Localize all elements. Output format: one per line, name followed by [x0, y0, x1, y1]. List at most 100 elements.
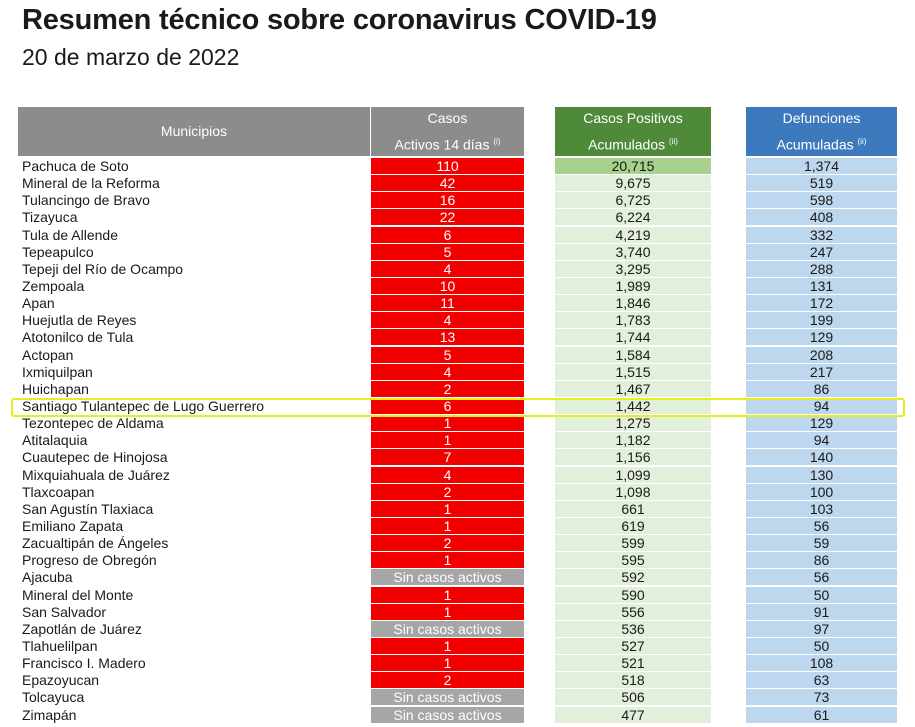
casos-activos-cell: 1	[371, 603, 524, 620]
municipio-cell: San Salvador	[22, 603, 107, 620]
casos-activos-cell: 2	[371, 535, 524, 552]
defunciones-cell: 59	[746, 535, 897, 552]
table-row: Tulancingo de Bravo 16 6,725 598	[0, 192, 915, 209]
header-positivos-line2: Acumulados (ii)	[555, 130, 711, 157]
casos-positivos-cell: 1,584	[555, 346, 711, 363]
table-row: Tepeapulco 5 3,740 247	[0, 243, 915, 261]
municipio-cell: Zapotlán de Juárez	[22, 620, 142, 637]
casos-activos-cell: 6	[371, 397, 524, 414]
table-row: Tizayuca 22 6,224 408	[0, 209, 915, 226]
table-row: Ajacuba Sin casos activos 592 56	[0, 569, 915, 586]
defunciones-cell: 199	[746, 312, 897, 329]
municipio-cell: Cuautepec de Hinojosa	[22, 449, 168, 466]
municipio-cell: Tlahuelilpan	[22, 637, 98, 654]
page-title: Resumen técnico sobre coronavirus COVID-…	[22, 4, 657, 36]
municipio-cell: Zacualtipán de Ángeles	[22, 535, 169, 552]
municipio-cell: Mineral de la Reforma	[22, 175, 160, 192]
header-defunciones-note: (ii)	[857, 136, 867, 146]
table-row: Cuautepec de Hinojosa 7 1,156 140	[0, 449, 915, 466]
header-activos-note: (i)	[493, 136, 501, 146]
casos-activos-cell: 1	[371, 586, 524, 603]
casos-positivos-cell: 536	[555, 620, 711, 637]
defunciones-cell: 129	[746, 329, 897, 346]
municipio-cell: Francisco I. Madero	[22, 655, 146, 672]
defunciones-cell: 50	[746, 637, 897, 654]
casos-activos-cell: Sin casos activos	[371, 689, 524, 706]
municipio-cell: Actopan	[22, 346, 74, 363]
municipio-cell: Tulancingo de Bravo	[22, 192, 150, 209]
defunciones-cell: 108	[746, 655, 897, 672]
municipio-cell: Zimapán	[22, 706, 77, 723]
table-row: Huichapan 2 1,467 86	[0, 380, 915, 398]
casos-activos-cell: 1	[371, 517, 524, 534]
municipio-cell: Tezontepec de Aldama	[22, 415, 164, 432]
casos-activos-cell: 1	[371, 500, 524, 517]
table-row: Zempoala 10 1,989 131	[0, 277, 915, 295]
header-municipios-label: Municipios	[160, 123, 228, 139]
table-row: Tlaxcoapan 2 1,098 100	[0, 483, 915, 501]
table-row: Zacualtipán de Ángeles 2 599 59	[0, 535, 915, 552]
table-row: Tezontepec de Aldama 1 1,275 129	[0, 415, 915, 432]
casos-activos-cell: 1	[371, 655, 524, 672]
casos-positivos-cell: 1,098	[555, 483, 711, 500]
defunciones-cell: 1,374	[746, 158, 897, 174]
table-row: Epazoyucan 2 518 63	[0, 672, 915, 689]
table-row: Apan 11 1,846 172	[0, 295, 915, 312]
casos-positivos-cell: 6,224	[555, 209, 711, 226]
municipio-cell: Huejutla de Reyes	[22, 312, 137, 329]
municipio-cell: Tula de Allende	[22, 226, 118, 243]
casos-positivos-cell: 1,442	[555, 397, 711, 414]
defunciones-cell: 217	[746, 363, 897, 380]
header-activos-line2: Activos 14 días (i)	[371, 130, 524, 157]
defunciones-cell: 208	[746, 346, 897, 363]
municipio-cell: Mixquiahuala de Juárez	[22, 466, 170, 483]
casos-positivos-cell: 595	[555, 552, 711, 569]
defunciones-cell: 56	[746, 517, 897, 534]
municipio-cell: Mineral del Monte	[22, 586, 134, 603]
municipio-cell: Tlaxcoapan	[22, 483, 95, 500]
header-municipios: Municipios	[18, 107, 370, 156]
casos-positivos-cell: 521	[555, 655, 711, 672]
header-positivos-note: (ii)	[669, 136, 678, 146]
casos-positivos-cell: 1,989	[555, 277, 711, 294]
table-row: Pachuca de Soto 110 20,715 1,374	[0, 158, 915, 175]
casos-activos-cell: 4	[371, 312, 524, 329]
defunciones-cell: 50	[746, 586, 897, 603]
casos-activos-cell: 2	[371, 483, 524, 500]
defunciones-cell: 63	[746, 672, 897, 689]
table-row: San Salvador 1 556 91	[0, 603, 915, 621]
table-row: Atitalaquia 1 1,182 94	[0, 432, 915, 449]
casos-activos-cell: 13	[371, 329, 524, 346]
highlight-box	[11, 398, 905, 417]
defunciones-cell: 86	[746, 380, 897, 397]
report-date: 20 de marzo de 2022	[22, 44, 240, 70]
defunciones-cell: 61	[746, 706, 897, 723]
casos-activos-cell: 2	[371, 672, 524, 689]
casos-positivos-cell: 527	[555, 637, 711, 654]
defunciones-cell: 86	[746, 552, 897, 569]
defunciones-cell: 103	[746, 500, 897, 517]
casos-positivos-cell: 661	[555, 500, 711, 517]
casos-positivos-cell: 9,675	[555, 175, 711, 192]
defunciones-cell: 519	[746, 175, 897, 192]
defunciones-cell: 247	[746, 243, 897, 260]
municipio-cell: Epazoyucan	[22, 672, 100, 689]
casos-positivos-cell: 506	[555, 689, 711, 706]
municipio-cell: Tepeapulco	[22, 243, 94, 260]
table-row: Mineral de la Reforma 42 9,675 519	[0, 175, 915, 192]
defunciones-cell: 172	[746, 295, 897, 312]
casos-positivos-cell: 477	[555, 706, 711, 723]
municipio-cell: Tepeji del Río de Ocampo	[22, 260, 184, 277]
defunciones-cell: 332	[746, 226, 897, 243]
municipio-cell: Emiliano Zapata	[22, 517, 124, 534]
municipios-table: Pachuca de Soto 110 20,715 1,374 Mineral de …	[0, 158, 915, 724]
table-row: Santiago Tulantepec de Lugo Guerrero 6 1,4…	[0, 397, 915, 415]
municipio-cell: Pachuca de Soto	[22, 158, 129, 174]
header-casos-activos: Casos Activos 14 días (i)	[371, 107, 524, 156]
casos-positivos-cell: 1,744	[555, 329, 711, 346]
casos-positivos-cell: 592	[555, 569, 711, 586]
casos-positivos-cell: 1,515	[555, 363, 711, 380]
table-row: Huejutla de Reyes 4 1,783 199	[0, 312, 915, 329]
municipio-cell: Tolcayuca	[22, 689, 85, 706]
header-defunciones: Defunciones Acumuladas (ii)	[746, 107, 897, 156]
